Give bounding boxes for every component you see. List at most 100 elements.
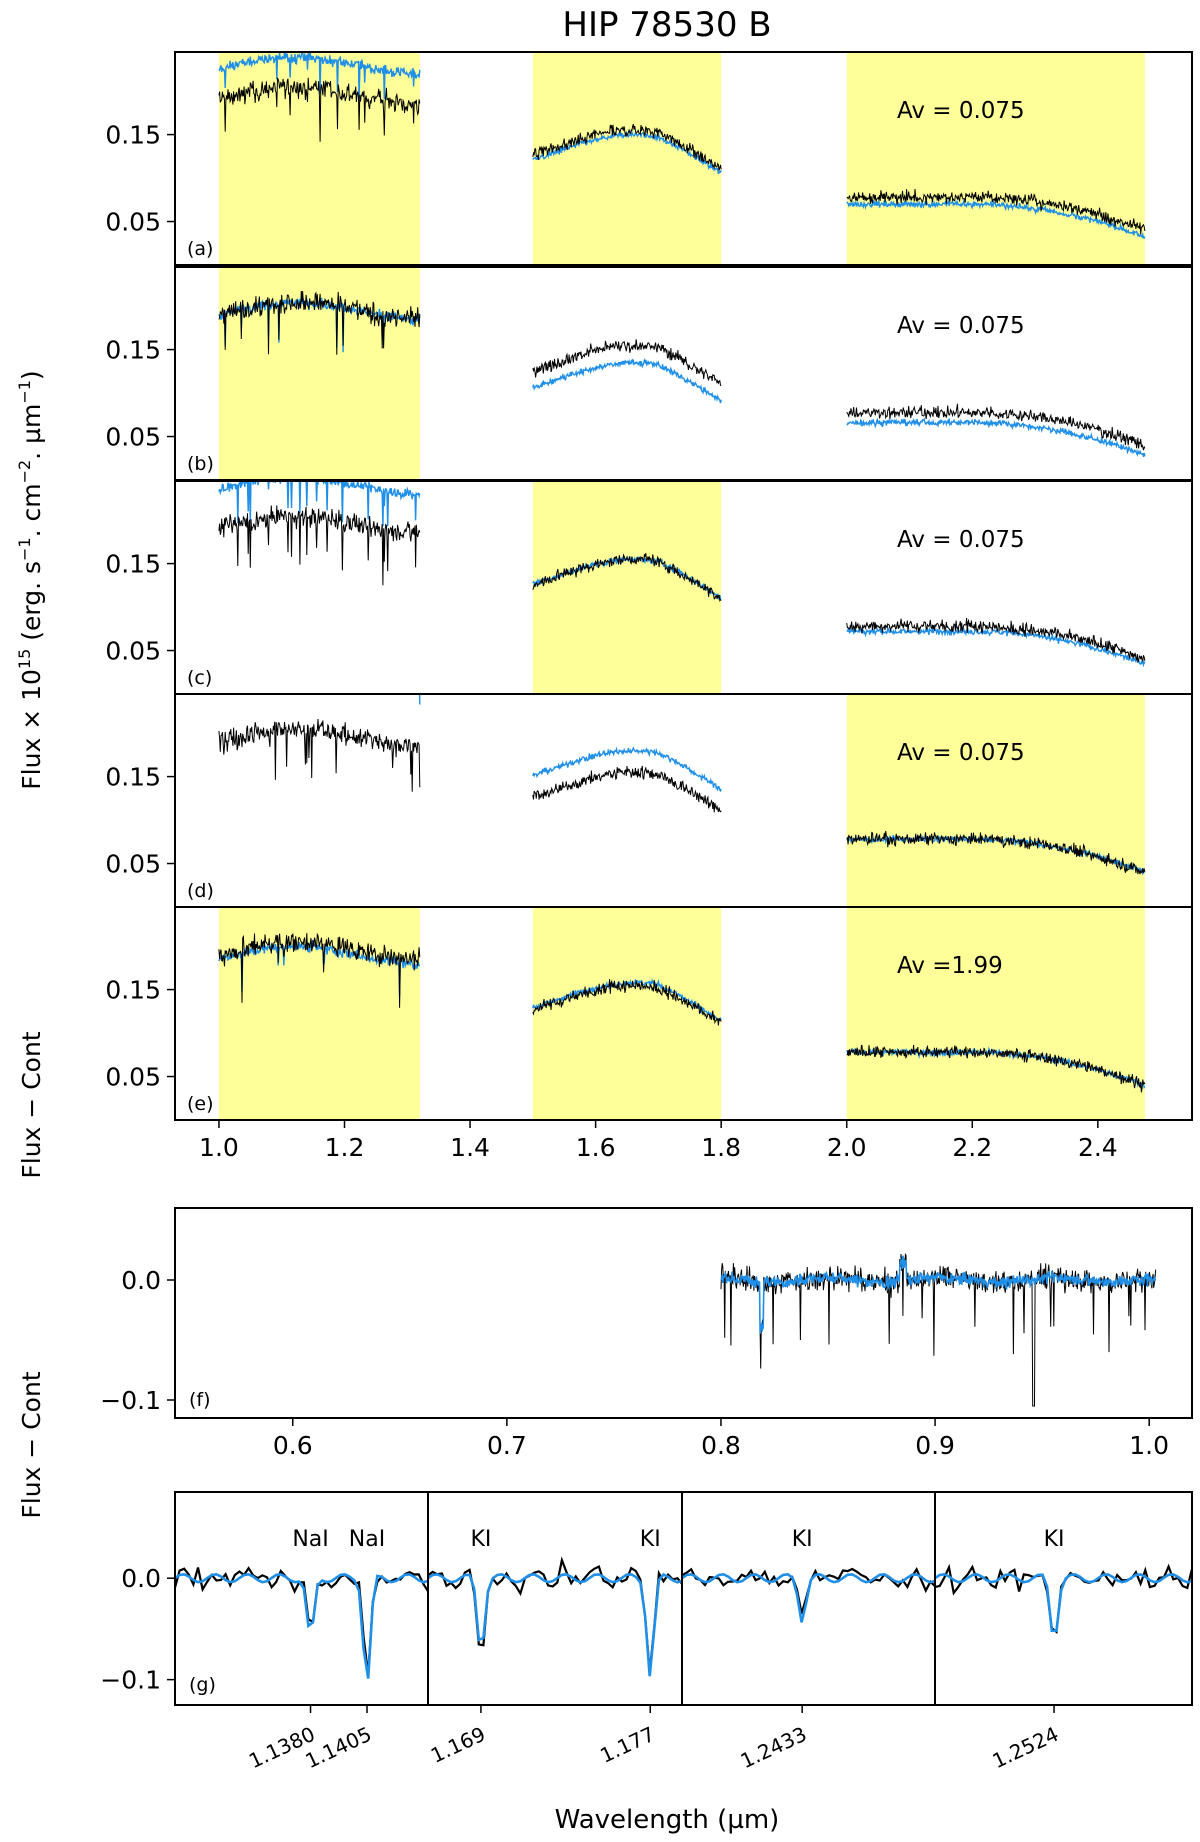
panel-b: 0.05 0.15 (b) Av = 0.075 [105, 266, 1193, 481]
panel-e: 0.05 0.15 (e) Av =1.99 [105, 906, 1193, 1121]
panel-label: (b) [187, 453, 214, 475]
av-annotation: Av = 0.075 [897, 527, 1025, 553]
model-spectrum [934, 1572, 1193, 1633]
ytick-label: 0.0 [121, 1564, 161, 1593]
xtick-label: 1.1405 [302, 1722, 376, 1773]
subpanel: KI 1.2433 [681, 1492, 936, 1773]
xtick-label: 1.169 [427, 1722, 489, 1768]
av-annotation: Av = 0.075 [897, 313, 1025, 339]
line-label: NaI [349, 1527, 385, 1552]
panel-frame [174, 1207, 1193, 1419]
xtick-label: 1.2524 [989, 1722, 1063, 1773]
xtick-label: 1.6 [576, 1133, 616, 1162]
observed-spectrum [218, 76, 421, 142]
panel-label: (c) [187, 667, 212, 689]
model-spectrum [720, 1255, 1157, 1334]
ylabel-units: (erg. s [17, 561, 46, 649]
ylabel-u5: −1 [15, 380, 34, 404]
observed-spectrum [218, 505, 421, 586]
observed-spectrum [532, 339, 722, 386]
observed-spectrum [846, 403, 1146, 451]
panel-label: (e) [187, 1093, 214, 1115]
ytick-label: −0.1 [100, 1386, 161, 1415]
xtick-label: 1.4 [450, 1133, 490, 1162]
spectra-group [218, 932, 1146, 1093]
highlight-band [532, 52, 722, 265]
model-spectrum [532, 357, 722, 404]
xtick-label: 1.0 [199, 1133, 239, 1162]
model-spectrum [846, 417, 1146, 458]
model-spectrum [218, 52, 421, 100]
observed-spectrum [532, 123, 722, 171]
model-spectrum [218, 481, 421, 527]
observed-spectrum [532, 553, 722, 602]
ytick-label: 0.05 [105, 1063, 161, 1092]
line-label: KI [1044, 1527, 1065, 1552]
spectra-group [218, 290, 1146, 458]
observed-spectrum [846, 1044, 1146, 1093]
panel-label: (d) [187, 880, 214, 902]
xtick-label: 1.177 [596, 1722, 658, 1768]
ytick-label: 0.15 [105, 336, 161, 365]
xtick-label: 0.6 [273, 1431, 313, 1460]
ylabel-u4: . µm [17, 404, 46, 460]
xtick-label: 0.7 [487, 1431, 527, 1460]
panel-c: 0.05 0.15 (c) Av = 0.075 [105, 480, 1193, 695]
ytick-label: 0.05 [105, 423, 161, 452]
ytick-label: 0.05 [105, 850, 161, 879]
stacked-panels: 0.05 0.15 (a) Av = 0.075 0.05 0.15 (b) Av = 0.0… [105, 51, 1193, 1162]
main-ylabel: Flux × 1015 (erg. s−1. cm−2. µm−1) [15, 370, 46, 789]
ytick-label: 0.15 [105, 550, 161, 579]
av-annotation: Av = 0.075 [897, 740, 1025, 766]
spectra-group [218, 481, 1146, 668]
line-label: NaI [292, 1527, 328, 1552]
xtick-label: 1.0 [1129, 1431, 1169, 1460]
highlight-band [846, 52, 1145, 265]
model-spectrum [418, 694, 421, 705]
ylabel-g: Flux − Cont [17, 1371, 46, 1518]
subpanel: KI 1.2524 [934, 1492, 1194, 1773]
ytick-label: 0.05 [105, 208, 161, 237]
ytick-label: 0.05 [105, 637, 161, 666]
panel-label: (a) [187, 238, 213, 260]
line-label: KI [640, 1527, 661, 1552]
ylabel-u3: −2 [15, 460, 34, 484]
panel-f: 0.0 −0.1 0.6 0.7 0.8 0.9 1.0 (f) [100, 1207, 1193, 1460]
figure-title: HIP 78530 B [562, 5, 771, 45]
ytick-label: 0.15 [105, 121, 161, 150]
ytick-label: 0.15 [105, 976, 161, 1005]
xtick-label: 2.0 [827, 1133, 867, 1162]
model-spectrum [532, 746, 722, 793]
av-annotation: Av =1.99 [897, 953, 1003, 979]
xtick-label: 1.8 [701, 1133, 741, 1162]
ytick-label: 0.15 [105, 763, 161, 792]
xtick-label: 1.2433 [737, 1722, 811, 1773]
line-label: KI [792, 1527, 813, 1552]
xtick-label: 1.2 [325, 1133, 365, 1162]
panel-label: (f) [189, 1389, 211, 1411]
xtick-label: 2.2 [952, 1133, 992, 1162]
model-spectrum [427, 1572, 683, 1677]
ytick-label: 0.0 [121, 1266, 161, 1295]
observed-spectrum [218, 932, 421, 1008]
panel-a: 0.05 0.15 (a) Av = 0.075 [105, 51, 1193, 266]
observed-spectrum [218, 290, 421, 355]
ylabel-exp: 15 [15, 649, 34, 669]
panel-label: (g) [189, 1674, 216, 1696]
ylabel-text: Flux × 10 [17, 669, 46, 790]
xtick-label: 2.4 [1078, 1133, 1118, 1162]
panel-d: 0.05 0.15 (d) Av = 0.075 [105, 693, 1193, 908]
model-spectrum [681, 1572, 936, 1623]
highlight-band [532, 481, 722, 694]
model-spectrum [174, 1572, 429, 1679]
observed-spectrum [532, 979, 722, 1026]
panel-frame [174, 906, 1193, 1121]
subpanel: KI KI 1.169 1.177 [427, 1492, 683, 1768]
panel-frame [174, 1491, 1193, 1706]
xtick-label: 0.9 [915, 1431, 955, 1460]
ylabel-u2: . cm [17, 483, 46, 537]
ylabel-close: ) [17, 370, 46, 380]
